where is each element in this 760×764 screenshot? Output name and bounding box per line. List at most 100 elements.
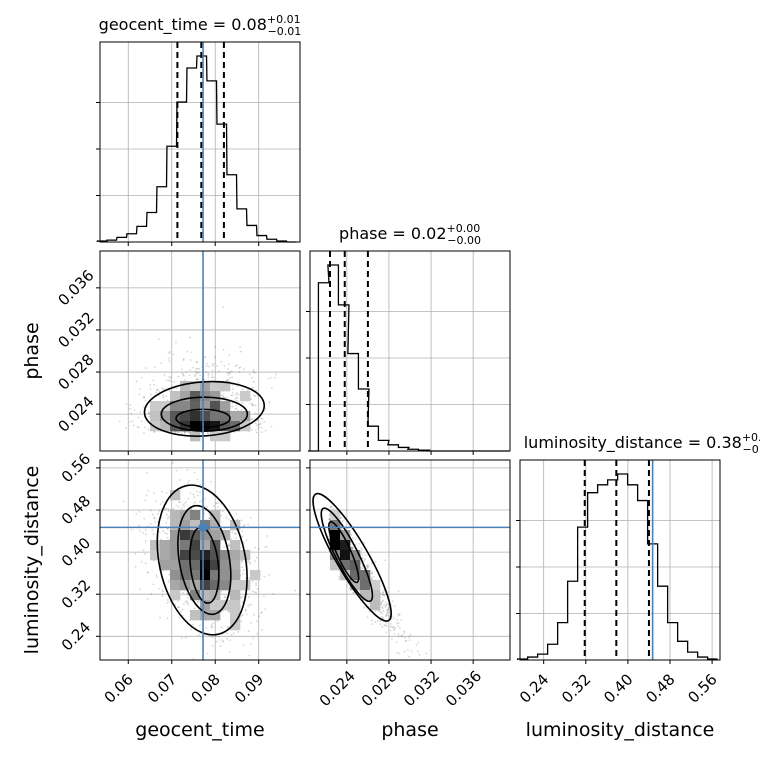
sample-point: [237, 381, 240, 384]
density-cell: [180, 510, 191, 521]
sample-point: [142, 396, 145, 399]
sample-point: [220, 394, 222, 397]
sample-point: [216, 365, 218, 367]
density-cell: [210, 570, 221, 581]
sample-point: [206, 506, 209, 508]
sample-point: [234, 393, 237, 396]
sample-point: [384, 559, 387, 562]
sample-point: [198, 500, 201, 503]
sample-point: [234, 537, 237, 540]
sample-point: [208, 365, 211, 368]
sample-point: [254, 546, 257, 549]
sample-point: [168, 579, 171, 582]
density-cell: [220, 560, 231, 571]
sample-point: [228, 371, 231, 374]
sample-point: [144, 540, 147, 543]
density-cell: [230, 610, 241, 621]
sample-point: [236, 397, 239, 399]
sample-point: [197, 494, 199, 497]
sample-point: [216, 620, 219, 623]
sample-point: [239, 346, 241, 348]
hist-luminosity_distance-bars: [516, 460, 718, 660]
sample-point: [328, 538, 331, 541]
sample-point: [363, 559, 366, 562]
sample-point: [274, 373, 277, 376]
density-cell: [210, 411, 221, 422]
density-cell: [190, 520, 201, 531]
hist-bar: [338, 305, 349, 451]
sample-point: [164, 509, 167, 512]
sample-point: [387, 607, 390, 609]
density-cell: [250, 570, 261, 581]
sample-point: [187, 481, 190, 484]
sample-point: [390, 622, 392, 625]
sample-point: [168, 360, 171, 363]
sample-point: [243, 524, 246, 526]
sample-point: [168, 516, 170, 518]
sample-point: [138, 524, 141, 527]
density-cell: [200, 401, 211, 412]
sample-point: [241, 561, 243, 563]
sample-point: [398, 652, 401, 655]
sample-point: [170, 431, 173, 433]
sample-point: [386, 612, 388, 615]
sample-point: [174, 431, 177, 433]
density-cell: [190, 530, 201, 541]
sample-point: [241, 388, 244, 391]
sample-point: [382, 617, 384, 620]
sample-point: [328, 535, 331, 538]
sample-point: [398, 613, 401, 616]
sample-point: [394, 626, 397, 629]
sample-point: [192, 623, 195, 626]
sample-point: [224, 596, 227, 599]
hist-bar: [588, 493, 598, 660]
sample-point: [193, 607, 196, 610]
sample-point: [221, 640, 224, 643]
hist-bar: [638, 501, 648, 660]
sample-point: [240, 350, 242, 353]
sample-point: [352, 591, 355, 594]
sample-point: [166, 513, 168, 516]
sample-point: [397, 590, 400, 593]
sample-point: [381, 617, 384, 620]
x-tick-label: 0.07: [144, 670, 180, 706]
sample-point: [338, 575, 340, 578]
hist-bar: [318, 283, 329, 451]
sample-point: [384, 615, 387, 618]
sample-point: [162, 590, 164, 593]
sample-point: [248, 654, 251, 657]
sample-point: [408, 655, 410, 658]
density-cell: [180, 421, 191, 432]
sample-point: [392, 626, 395, 629]
sample-point: [165, 492, 168, 494]
sample-point: [195, 367, 198, 370]
sample-point: [219, 645, 222, 647]
sample-point: [396, 622, 398, 624]
sample-point: [229, 377, 232, 379]
density-cell: [180, 560, 191, 571]
sample-point: [179, 479, 182, 481]
sample-point: [270, 386, 273, 389]
sample-point: [186, 592, 189, 595]
sample-point: [259, 423, 261, 426]
sample-point: [212, 505, 215, 508]
sample-point: [216, 640, 218, 643]
sample-point: [241, 572, 244, 575]
y-tick-label: 0.24: [58, 618, 94, 654]
sample-point: [385, 604, 387, 606]
sample-point: [380, 606, 383, 609]
scatter-geocent-distance-body: [100, 460, 300, 660]
density-cell: [190, 510, 201, 521]
sample-point: [128, 421, 131, 424]
hist-bar: [137, 226, 147, 242]
sample-point: [167, 510, 170, 512]
sample-point: [242, 569, 245, 571]
density-cell: [220, 401, 231, 412]
sample-point: [182, 503, 184, 506]
sample-point: [196, 361, 198, 364]
density-cell: [220, 570, 231, 581]
sample-point: [189, 359, 192, 361]
sample-point: [255, 584, 258, 587]
density-cell: [210, 530, 221, 541]
